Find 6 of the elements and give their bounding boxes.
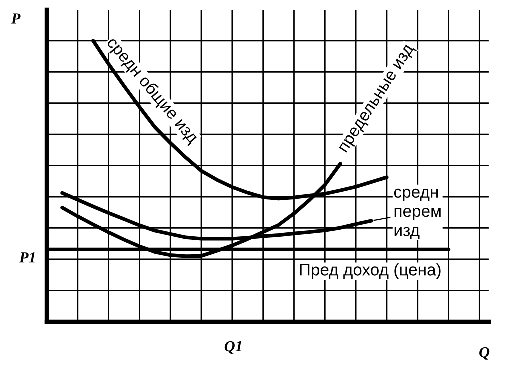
x-axis-title: Q [480,347,490,360]
legend-label: средн перем изд [394,188,441,240]
text: Q1 [224,341,242,354]
series-label: Пред доход (цена) [300,264,441,280]
text: P1 [19,252,35,263]
y-axis-title: P [11,14,21,24]
